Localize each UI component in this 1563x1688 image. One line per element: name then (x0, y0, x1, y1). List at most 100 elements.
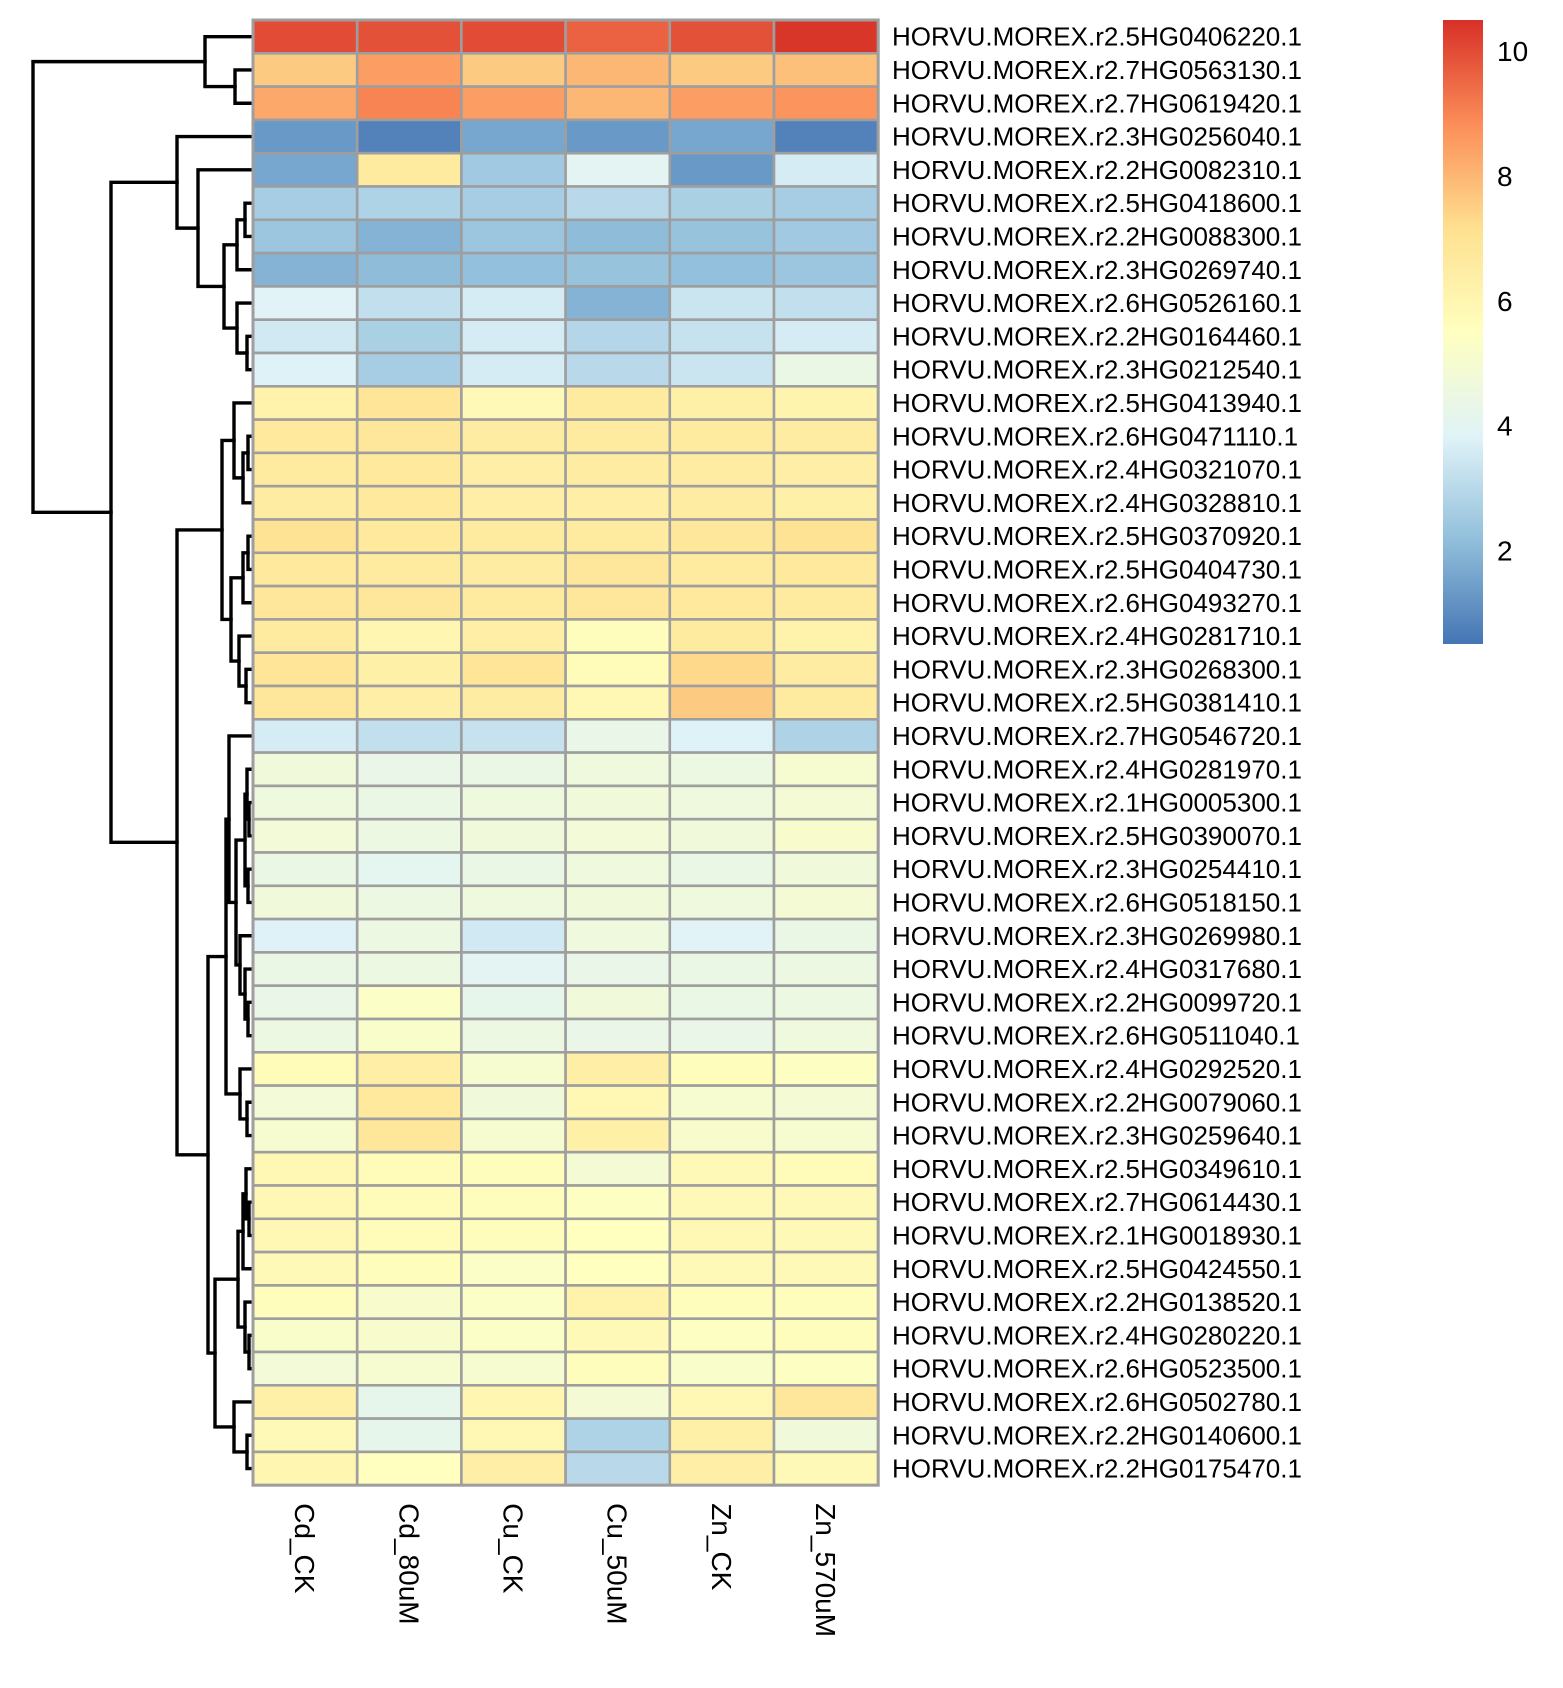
heatmap-cell (564, 418, 672, 455)
heatmap-cell (355, 285, 463, 321)
heatmap-cell (251, 751, 359, 788)
heatmap-cell (460, 218, 567, 255)
row-label: HORVU.MOREX.r2.3HG0269740.1 (892, 255, 1302, 285)
heatmap-cell (355, 1117, 463, 1154)
heatmap-cell (668, 151, 776, 188)
heatmap-cell (355, 518, 463, 555)
heatmap-cell (460, 717, 567, 754)
heatmap-cell (772, 951, 880, 988)
heatmap-cell (460, 917, 567, 954)
heatmap-cell (460, 384, 567, 421)
row-label: HORVU.MOREX.r2.2HG0164460.1 (892, 321, 1302, 351)
row-label: HORVU.MOREX.r2.3HG0268300.1 (892, 654, 1302, 684)
heatmap-cell (564, 1350, 672, 1387)
heatmap-cell (355, 684, 463, 721)
heatmap-cell (355, 384, 463, 421)
row-label: HORVU.MOREX.r2.6HG0511040.1 (892, 1021, 1300, 1051)
heatmap-cell (355, 118, 463, 155)
dendrogram-branch (232, 1400, 255, 1454)
heatmap-cell (251, 318, 359, 355)
heatmap-cell (668, 1017, 776, 1054)
heatmap-cell (668, 618, 776, 655)
heatmap-cell (772, 251, 880, 288)
heatmap-cell (355, 784, 463, 821)
heatmap-cell (355, 1417, 463, 1454)
heatmap-cell (772, 1117, 880, 1154)
heatmap-cell (772, 1217, 880, 1254)
heatmap-cell (355, 584, 463, 621)
heatmap-cell (668, 1384, 776, 1420)
heatmap-cell (668, 884, 776, 921)
heatmap-cell (772, 351, 880, 388)
heatmap-cell (251, 851, 359, 888)
row-label: HORVU.MOREX.r2.5HG0370920.1 (892, 521, 1302, 551)
legend-tick-label: 10 (1497, 36, 1528, 67)
heatmap-cell (355, 1450, 463, 1487)
heatmap-cell (668, 1417, 776, 1454)
heatmap-cell (355, 917, 463, 954)
heatmap-cell (564, 884, 672, 921)
heatmap-cell (251, 1384, 359, 1420)
row-label: HORVU.MOREX.r2.7HG0563130.1 (892, 55, 1302, 85)
heatmap-cell (772, 218, 880, 255)
heatmap-cell (564, 1250, 672, 1287)
heatmap-cell (251, 1284, 359, 1321)
heatmap-cell (251, 518, 359, 555)
heatmap-cell (564, 1084, 672, 1121)
heatmap-cell (772, 651, 880, 688)
heatmap-cell (772, 518, 880, 555)
heatmap-cell (460, 251, 567, 288)
heatmap-cell (251, 1450, 359, 1487)
heatmap-cell (772, 1450, 880, 1487)
heatmap-cell (355, 351, 463, 388)
heatmap-cell (772, 318, 880, 355)
heatmap-cell (564, 451, 672, 488)
heatmap-cell (460, 551, 567, 588)
heatmap-cell (251, 1150, 359, 1187)
heatmap-cell (772, 984, 880, 1021)
heatmap-cell (251, 18, 359, 55)
heatmap-cell (564, 484, 672, 521)
heatmap-cell (564, 917, 672, 954)
heatmap-cell (460, 1051, 567, 1087)
row-label: HORVU.MOREX.r2.6HG0526160.1 (892, 288, 1302, 318)
heatmap-cell (355, 751, 463, 788)
heatmap-cell (564, 1384, 672, 1420)
heatmap-cell (772, 384, 880, 421)
row-label: HORVU.MOREX.r2.6HG0518150.1 (892, 887, 1302, 917)
heatmap-cell (668, 285, 776, 321)
heatmap-cell (460, 1117, 567, 1154)
dendrogram-branch (175, 528, 224, 1157)
heatmap-cell (251, 1250, 359, 1287)
heatmap-cell (668, 251, 776, 288)
heatmap-cell (251, 1051, 359, 1087)
heatmap-cell (772, 817, 880, 854)
heatmap-cell (460, 18, 567, 55)
heatmap-cell (564, 1284, 672, 1321)
heatmap-cell (564, 218, 672, 255)
row-label: HORVU.MOREX.r2.4HG0280220.1 (892, 1320, 1302, 1350)
heatmap-cell (460, 518, 567, 555)
heatmap-cell (355, 185, 463, 222)
heatmap-cell (772, 1084, 880, 1121)
heatmap-cell (772, 784, 880, 821)
heatmap-cell (772, 751, 880, 788)
heatmap-cell (460, 151, 567, 188)
heatmap-cell (355, 151, 463, 188)
heatmap-cell (251, 884, 359, 921)
heatmap-cell (355, 1150, 463, 1187)
heatmap-cell (772, 18, 880, 55)
color-legend: 2 4 6 8 10 (1443, 20, 1528, 644)
legend-tick-label: 2 (1497, 535, 1513, 566)
heatmap-cell (355, 651, 463, 688)
column-label: Zn_CK (706, 1503, 737, 1590)
dendrogram-branch (222, 243, 239, 330)
heatmap-cell (668, 1350, 776, 1387)
heatmap-cell (460, 584, 567, 621)
heatmap-cell (772, 1284, 880, 1321)
heatmap-cell (251, 451, 359, 488)
row-label: HORVU.MOREX.r2.7HG0614430.1 (892, 1187, 1302, 1217)
heatmap-cell (251, 717, 359, 754)
heatmap-cell (355, 1184, 463, 1221)
dendrogram-branch (203, 34, 255, 89)
